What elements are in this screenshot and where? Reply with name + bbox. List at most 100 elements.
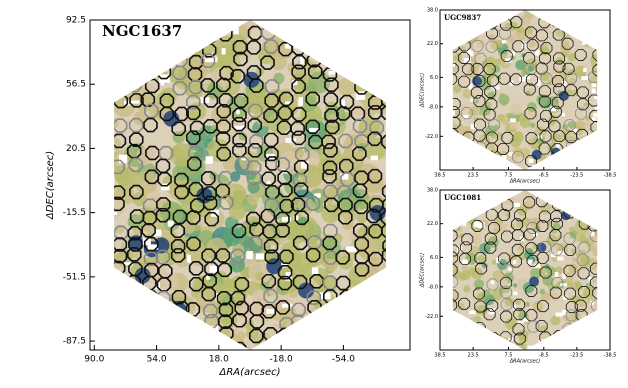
map-blob xyxy=(390,303,410,323)
fiber-outline xyxy=(263,132,279,148)
map-blob xyxy=(328,20,350,39)
fiber-outline xyxy=(188,145,203,161)
map-blob xyxy=(114,289,127,304)
fiber-outline xyxy=(381,301,386,316)
fiber-outline xyxy=(309,274,324,289)
map-blob xyxy=(336,43,359,66)
fiber-outline xyxy=(354,28,370,44)
fiber-outline xyxy=(452,29,460,42)
map-blob xyxy=(455,302,465,311)
map-blob xyxy=(548,114,558,124)
fiber-outline xyxy=(512,151,524,163)
map-blob xyxy=(496,40,504,48)
map-gap xyxy=(151,39,161,46)
fiber-outline xyxy=(248,236,263,251)
fiber-outline xyxy=(551,277,564,290)
fiber-outline xyxy=(524,26,537,39)
map-blob xyxy=(473,116,479,122)
map-blob xyxy=(473,23,482,31)
fiber-outline xyxy=(578,241,591,254)
map-blob xyxy=(381,324,386,348)
map-blob xyxy=(561,156,570,166)
fiber-outline xyxy=(218,302,234,318)
fiber-outline xyxy=(487,119,500,132)
fiber-outline xyxy=(324,77,339,93)
fiber-outline xyxy=(398,28,411,41)
map-blob xyxy=(479,78,492,91)
map-blob xyxy=(600,117,607,124)
fiber-outline xyxy=(216,119,231,134)
fiber-outline xyxy=(264,93,279,108)
map-blob xyxy=(439,112,448,121)
fiber-outline xyxy=(230,290,246,306)
x-tick-label: -18.0 xyxy=(269,355,293,365)
fiber-outline xyxy=(321,134,336,150)
fiber-outline xyxy=(400,224,413,237)
fiber-outline xyxy=(141,222,156,238)
map-gap xyxy=(373,324,380,334)
map-blob xyxy=(91,199,102,210)
map-gap xyxy=(513,202,520,207)
map-gap xyxy=(554,271,559,277)
fiber-outline xyxy=(552,330,565,343)
map-blob xyxy=(591,339,598,350)
map-blob xyxy=(399,125,409,135)
fiber-outline xyxy=(200,78,215,93)
map-blob xyxy=(159,335,181,350)
fiber-outline xyxy=(563,264,576,277)
map-blob xyxy=(593,239,598,251)
map-blob xyxy=(574,221,586,233)
map-blob xyxy=(452,60,462,72)
fiber-outline xyxy=(526,39,539,52)
map-gap xyxy=(562,295,568,300)
fiber-outline xyxy=(353,53,368,69)
fiber-outline xyxy=(215,248,231,263)
map-blob xyxy=(369,30,379,40)
fiber-outline xyxy=(204,211,219,227)
fiber-outline xyxy=(523,196,536,209)
map-blob xyxy=(399,83,419,103)
map-gap xyxy=(383,34,386,42)
map-blob xyxy=(130,306,151,327)
fiber-outline xyxy=(185,328,201,344)
fiber-outline xyxy=(538,95,551,108)
map-blob xyxy=(357,290,374,307)
fiber-outline xyxy=(263,39,279,54)
map-blob xyxy=(114,137,122,151)
map-blob xyxy=(91,38,108,55)
fiber-outline xyxy=(512,40,525,53)
fiber-outline xyxy=(369,274,384,290)
map-blob xyxy=(114,90,115,102)
map-gap xyxy=(598,287,601,291)
map-gap xyxy=(518,320,524,325)
fiber-outline xyxy=(367,105,383,120)
map-blob xyxy=(394,153,418,177)
map-gap xyxy=(536,79,541,86)
map-gap xyxy=(572,128,578,133)
map-blob xyxy=(215,44,238,67)
map-blob xyxy=(206,341,218,350)
fiber-outline xyxy=(188,261,204,276)
map-blob xyxy=(568,333,580,345)
fiber-outline xyxy=(513,308,526,321)
map-blob xyxy=(492,64,501,73)
map-blob xyxy=(591,320,598,328)
map-blob xyxy=(391,278,405,292)
map-blob xyxy=(134,267,151,284)
map-blob xyxy=(442,213,450,221)
map-blob xyxy=(567,52,577,62)
fiber-outline xyxy=(536,220,549,232)
fiber-outline xyxy=(261,304,277,319)
map-gap xyxy=(300,56,305,65)
map-gap xyxy=(502,154,507,160)
fiber-outline xyxy=(293,182,309,197)
map-blob xyxy=(577,12,582,17)
map-blob xyxy=(534,126,547,138)
fiber-outline xyxy=(551,96,564,109)
map-blob xyxy=(173,316,185,328)
fiber-outline xyxy=(115,302,130,318)
x-tick-label: -8.5 xyxy=(539,173,549,179)
fiber-outline xyxy=(248,328,264,344)
map-blob xyxy=(602,330,609,337)
map-blob xyxy=(487,91,496,101)
